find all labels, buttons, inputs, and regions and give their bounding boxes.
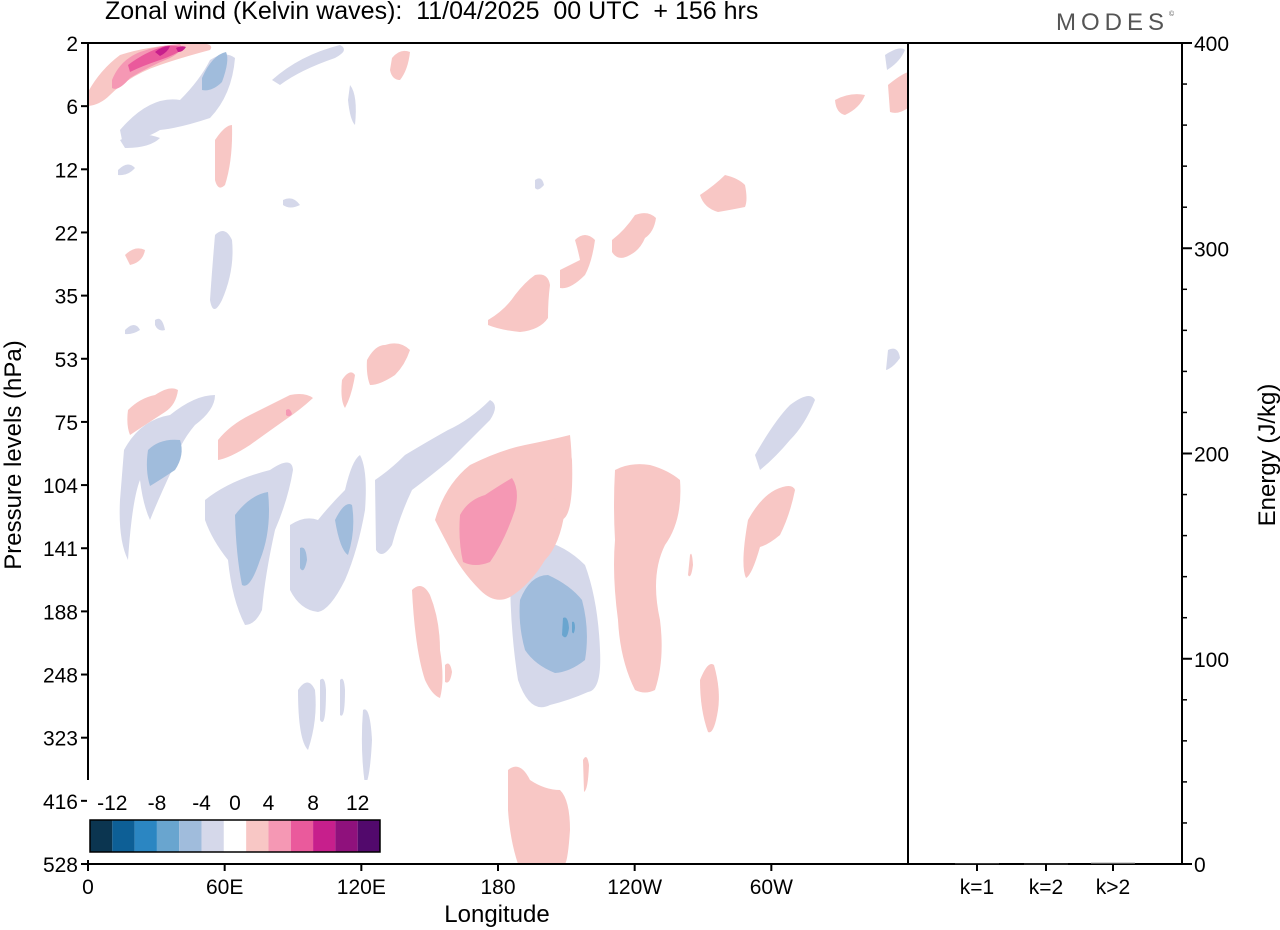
positive-anomalies-light	[88, 43, 908, 864]
energy-axis-ticks: 0 100 200 300 400	[1182, 33, 1229, 877]
energy-tick-label: 100	[1194, 649, 1229, 672]
colorbar-swatch	[90, 820, 113, 852]
energy-category-label: k=2	[1029, 876, 1063, 899]
brand-mark: ©	[1169, 11, 1175, 18]
colorbar-label: 12	[346, 792, 369, 815]
x-tick-label: 60W	[750, 876, 793, 899]
colorbar-swatch	[201, 820, 224, 852]
y-tick-label: 22	[55, 222, 78, 245]
negative-anomalies-medium	[146, 52, 587, 673]
colorbar: -12 -8 -4 0 4 8 12	[87, 780, 383, 860]
y-axis-title: Pressure levels (hPa)	[0, 340, 27, 569]
chart-title: Zonal wind (Kelvin waves): 11/04/2025 00…	[105, 0, 759, 25]
y-tick-label: 53	[55, 349, 78, 372]
colorbar-swatch	[156, 820, 180, 852]
colorbar-swatch	[335, 820, 358, 852]
y-tick-label: 416	[43, 791, 78, 814]
colorbar-swatch	[313, 820, 336, 852]
energy-tick-label: 0	[1194, 854, 1206, 877]
brand-logo: MODES©	[1056, 9, 1174, 37]
x-axis-title: Longitude	[444, 901, 549, 928]
positive-anomalies-peak	[155, 46, 186, 56]
x-tick-label: 0	[82, 876, 94, 899]
negative-anomalies-strong	[562, 617, 575, 638]
energy-category-label: k=1	[960, 876, 994, 899]
colorbar-label: -8	[148, 792, 167, 815]
colorbar-swatch	[223, 820, 247, 852]
energy-tick-label: 200	[1194, 444, 1229, 467]
colorbar-swatch	[357, 820, 380, 852]
colorbar-label: 8	[307, 792, 319, 815]
energy-bar	[1091, 862, 1135, 864]
x-tick-label: 120W	[607, 876, 662, 899]
x-tick-label: 180	[480, 876, 515, 899]
colorbar-swatch	[112, 820, 135, 852]
energy-category-labels: k=1 k=2 k>2	[960, 864, 1130, 899]
y-tick-label: 104	[43, 475, 78, 498]
colorbar-label: -4	[192, 792, 211, 815]
positive-anomalies-strong	[128, 45, 185, 72]
y-tick-label: 75	[55, 412, 78, 435]
y-tick-label: 2	[66, 33, 78, 56]
energy-tick-label: 400	[1194, 33, 1229, 56]
brand-text: MODES	[1056, 9, 1170, 36]
y-tick-label: 141	[43, 538, 78, 561]
colorbar-label: -12	[97, 792, 127, 815]
energy-tick-label: 300	[1194, 238, 1229, 261]
colorbar-swatch	[134, 820, 157, 852]
pressure-axis: 2 6 12 22 35 53 75 104 141 188 248 323 416 528	[43, 33, 88, 877]
energy-axis-title: Energy (J/kg)	[1254, 384, 1280, 527]
colorbar-swatch	[268, 820, 291, 852]
y-tick-label: 6	[66, 96, 78, 119]
energy-bar	[955, 863, 999, 865]
energy-bar	[1024, 863, 1068, 865]
y-tick-label: 35	[55, 286, 78, 309]
colorbar-swatch	[246, 820, 269, 852]
colorbar-label: 4	[263, 792, 275, 815]
energy-category-label: k>2	[1096, 876, 1130, 899]
colorbar-swatch	[179, 820, 202, 852]
y-tick-label: 12	[55, 159, 78, 182]
colorbar-border	[89, 819, 381, 853]
y-tick-label: 323	[43, 728, 78, 751]
y-tick-label: 188	[43, 601, 78, 624]
colorbar-swatch	[290, 820, 314, 852]
energy-bars	[955, 862, 1135, 865]
negative-anomalies-light	[118, 45, 905, 785]
x-tick-label: 120E	[337, 876, 386, 899]
longitude-axis: 0 60E 120E 180 120W 60W	[82, 864, 793, 899]
wind-field	[88, 43, 908, 864]
y-tick-label: 248	[43, 665, 78, 688]
x-tick-label: 60E	[206, 876, 243, 899]
y-tick-label: 528	[43, 854, 78, 877]
colorbar-label: 0	[229, 792, 241, 815]
